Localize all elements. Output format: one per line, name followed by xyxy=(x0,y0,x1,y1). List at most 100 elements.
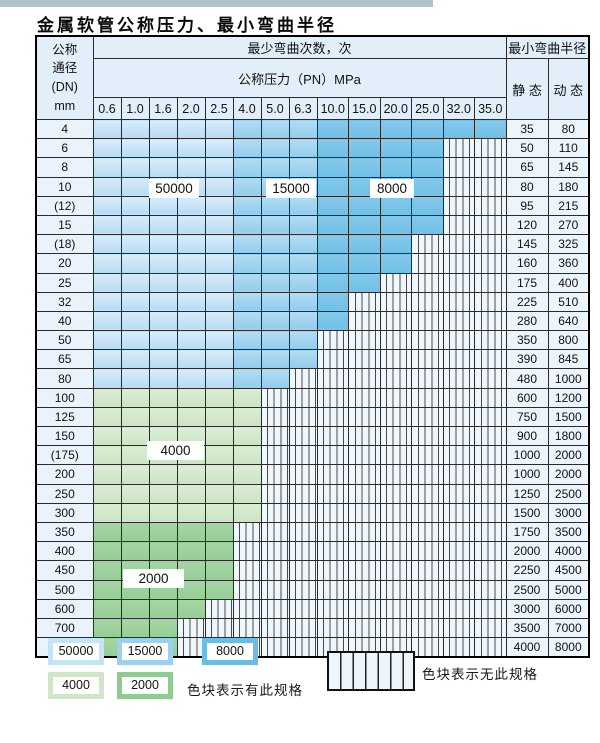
spec-cell xyxy=(260,310,290,332)
spec-cell xyxy=(379,445,412,466)
table-row: 250 1250 2500 xyxy=(35,483,590,504)
spec-cell xyxy=(260,272,290,293)
spec-cell xyxy=(379,406,412,428)
spec-cell xyxy=(379,157,412,178)
spec-cell xyxy=(474,541,507,562)
spec-cell xyxy=(232,157,262,178)
pn-column-header: 1.0 xyxy=(120,97,150,120)
pn-column-header: 25.0 xyxy=(411,97,444,120)
spec-cell xyxy=(120,310,150,332)
spec-cell xyxy=(316,368,349,389)
spec-cell xyxy=(260,464,290,485)
spec-cell xyxy=(316,483,349,504)
spec-cell xyxy=(176,195,206,216)
spec-cell xyxy=(288,598,318,619)
spec-cell xyxy=(288,483,318,504)
spec-cell xyxy=(379,330,412,351)
spec-cell xyxy=(348,349,381,370)
table-row: 700 3500 7000 xyxy=(35,617,590,639)
spec-cell xyxy=(348,502,381,523)
spec-cell xyxy=(232,598,262,619)
spec-cell xyxy=(260,330,290,351)
spec-cell xyxy=(120,406,150,428)
spec-cell xyxy=(379,598,412,619)
radius-header: 最小弯曲半径 xyxy=(505,35,590,59)
spec-cell xyxy=(232,195,262,216)
spec-cell xyxy=(92,598,122,619)
dn-cell: 50 xyxy=(35,330,94,351)
spec-cell xyxy=(379,195,412,216)
spec-cell xyxy=(348,368,381,389)
spec-cell xyxy=(148,464,178,485)
dynamic-radius-cell: 80 xyxy=(547,118,590,140)
spec-cell xyxy=(379,138,412,159)
spec-cell xyxy=(204,368,234,389)
spec-cell xyxy=(120,598,150,619)
spec-cell xyxy=(442,253,475,274)
static-radius-cell: 4000 xyxy=(505,637,549,658)
static-radius-cell: 900 xyxy=(505,425,549,447)
pn-column-header: 0.6 xyxy=(92,97,122,120)
spec-cell xyxy=(120,195,150,216)
spec-cell xyxy=(92,579,122,600)
spec-cell xyxy=(92,330,122,351)
dynamic-radius-cell: 8000 xyxy=(547,637,590,658)
spec-cell xyxy=(411,579,444,600)
spec-cell xyxy=(120,483,150,504)
spec-cell xyxy=(92,541,122,562)
spec-cell xyxy=(204,272,234,293)
spec-cell xyxy=(379,425,412,447)
spec-cell xyxy=(204,253,234,274)
spec-cell xyxy=(260,502,290,523)
spec-cell xyxy=(411,330,444,351)
spec-cell xyxy=(176,464,206,485)
spec-cell xyxy=(411,253,444,274)
spec-cell xyxy=(120,291,150,312)
spec-cell xyxy=(348,310,381,332)
dynamic-radius-cell: 5000 xyxy=(547,579,590,600)
legend-has-spec-text: 色块表示有此规格 xyxy=(187,683,303,698)
spec-cell xyxy=(176,483,206,504)
spec-cell xyxy=(92,617,122,639)
dynamic-radius-cell: 270 xyxy=(547,214,590,236)
spec-cell xyxy=(120,176,150,197)
spec-cell xyxy=(288,617,318,639)
dynamic-radius-cell: 1500 xyxy=(547,406,590,428)
spec-cell xyxy=(232,368,262,389)
spec-cell xyxy=(411,138,444,159)
spec-cell xyxy=(379,272,412,293)
legend-swatch-label: 50000 xyxy=(53,643,99,660)
spec-cell xyxy=(92,195,122,216)
spec-cell xyxy=(316,330,349,351)
dn-cell: 350 xyxy=(35,521,94,543)
spec-cell xyxy=(232,253,262,274)
spec-cell xyxy=(442,406,475,428)
spec-cell xyxy=(379,368,412,389)
spec-cell xyxy=(232,387,262,408)
spec-cell xyxy=(176,310,206,332)
dynamic-radius-cell: 325 xyxy=(547,234,590,255)
table-row: 20 160 360 xyxy=(35,253,590,274)
spec-cell xyxy=(288,349,318,370)
spec-cell xyxy=(92,425,122,447)
legend-swatch-4000: 4000 xyxy=(48,672,104,699)
spec-cell xyxy=(411,406,444,428)
spec-cell xyxy=(204,291,234,312)
dynamic-radius-cell: 215 xyxy=(547,195,590,216)
spec-cell xyxy=(120,118,150,140)
dn-cell: 500 xyxy=(35,579,94,600)
dynamic-radius-cell: 6000 xyxy=(547,598,590,619)
dynamic-radius-cell: 4000 xyxy=(547,541,590,562)
spec-cell xyxy=(316,138,349,159)
spec-cell xyxy=(442,291,475,312)
spec-cell xyxy=(92,157,122,178)
spec-cell xyxy=(348,598,381,619)
spec-cell xyxy=(176,541,206,562)
table-row: 6 50 110 xyxy=(35,138,590,159)
spec-cell xyxy=(411,483,444,504)
dn-header-line2: 通径 xyxy=(52,61,78,76)
spec-cell xyxy=(411,445,444,466)
spec-cell xyxy=(348,195,381,216)
spec-cell xyxy=(204,138,234,159)
